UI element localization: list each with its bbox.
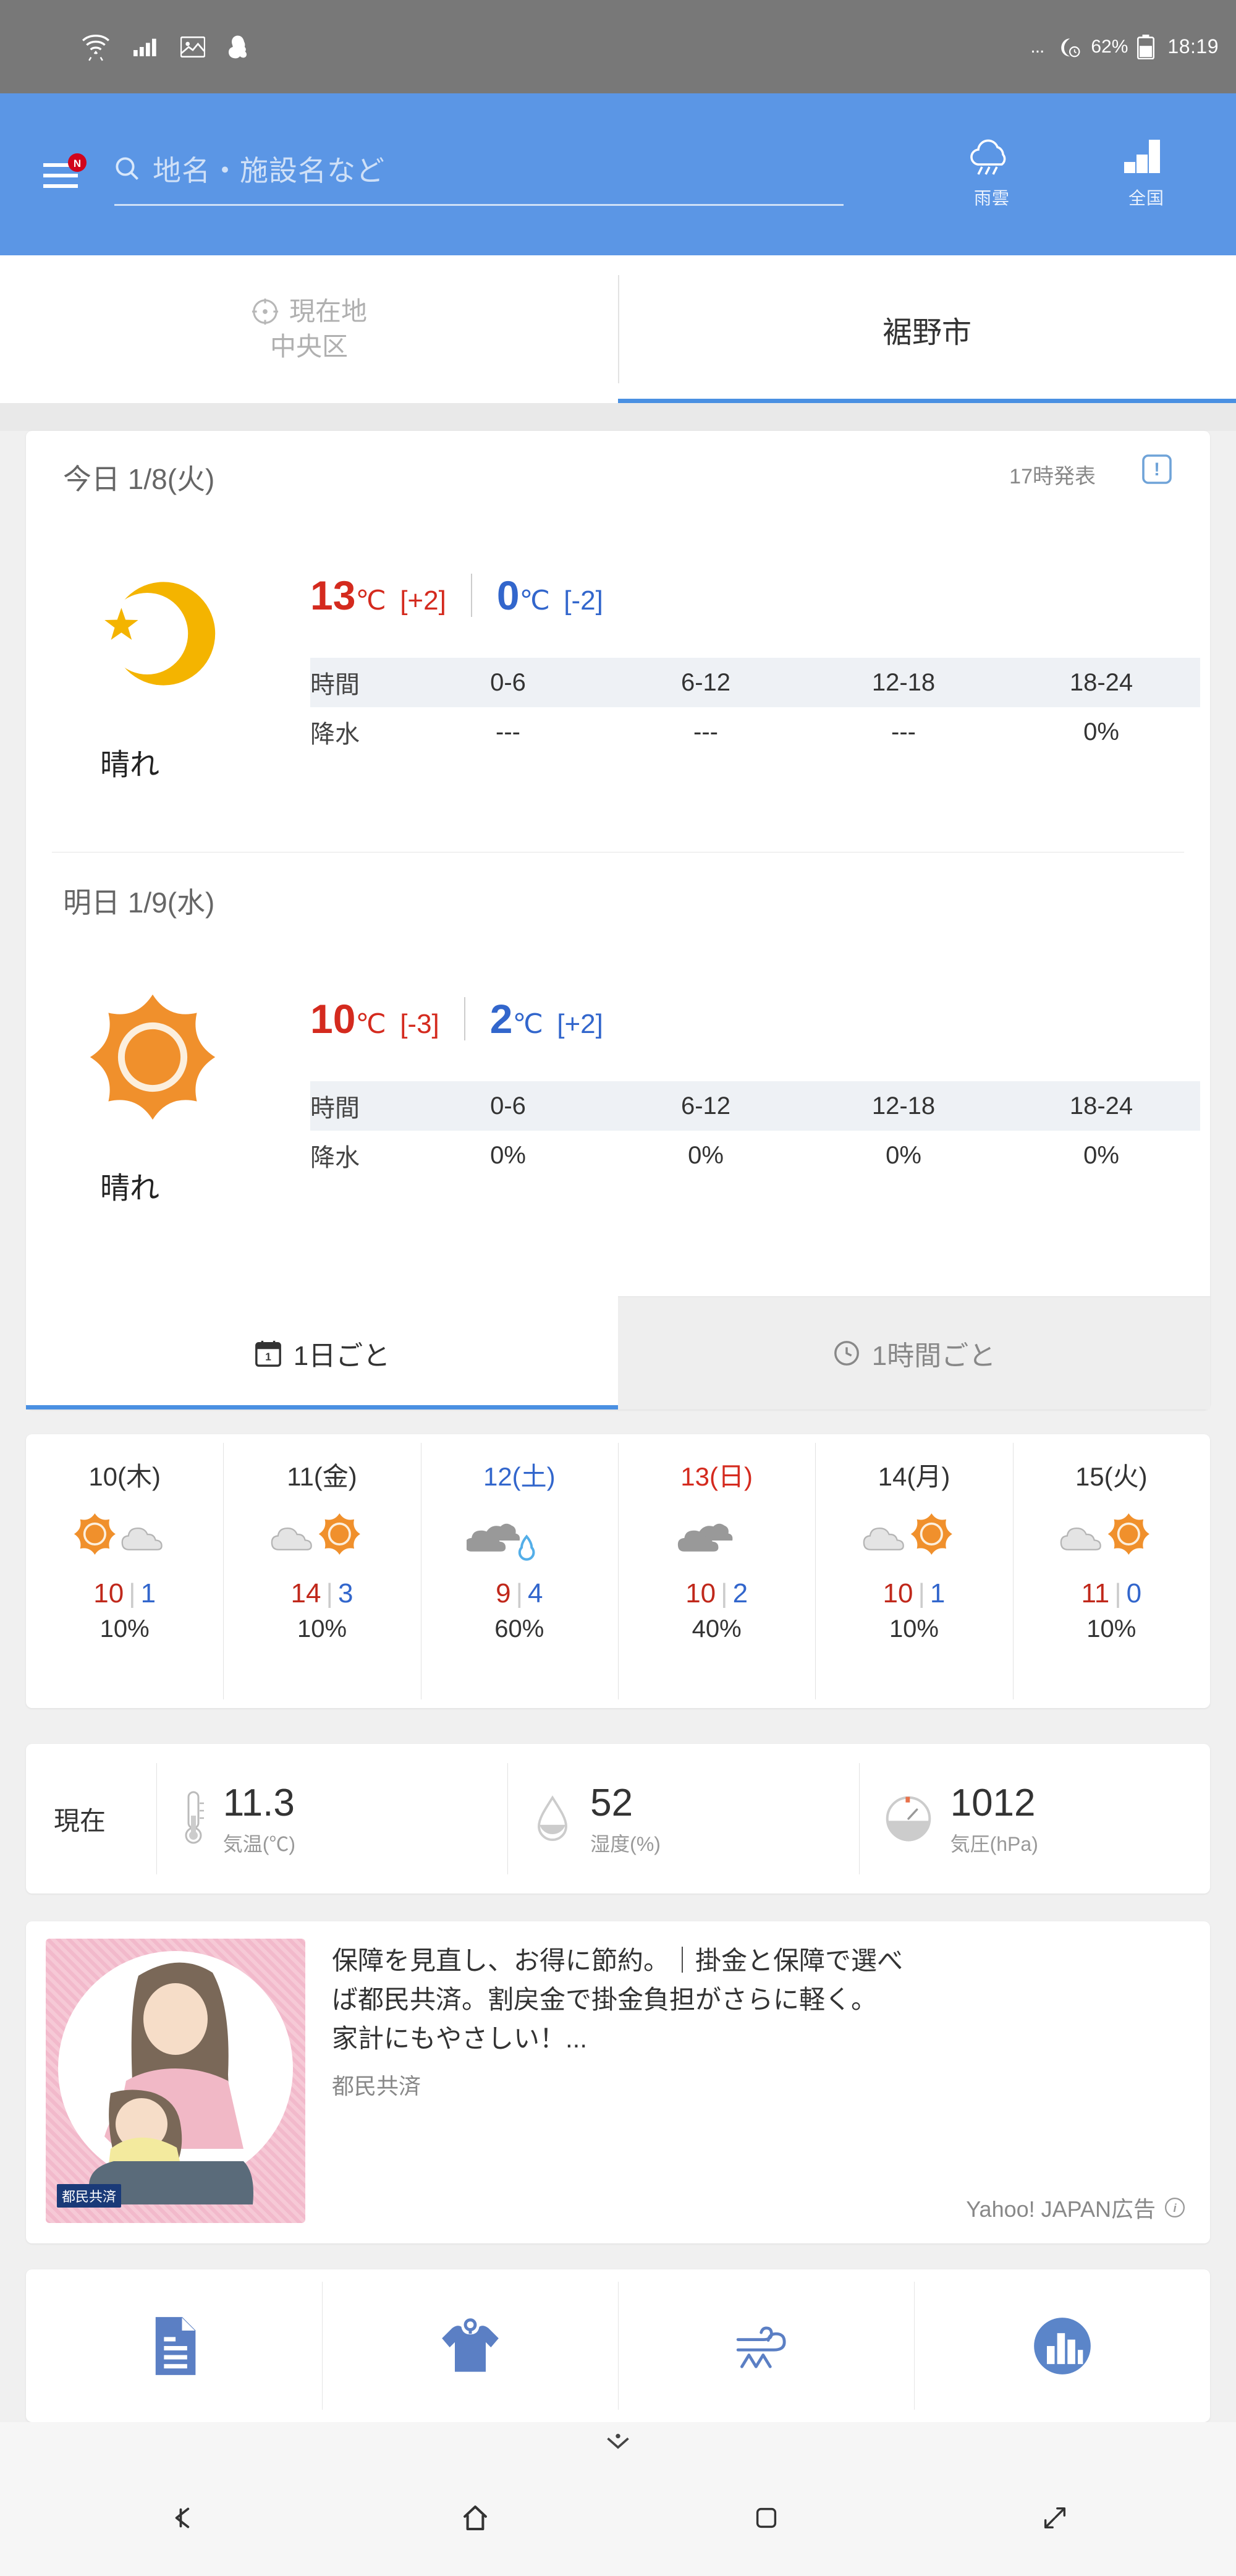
svg-text:!: ! (1154, 459, 1160, 480)
svg-text:1: 1 (265, 1350, 271, 1362)
svg-text:i: i (1173, 2201, 1177, 2214)
svg-text:N: N (74, 158, 81, 169)
